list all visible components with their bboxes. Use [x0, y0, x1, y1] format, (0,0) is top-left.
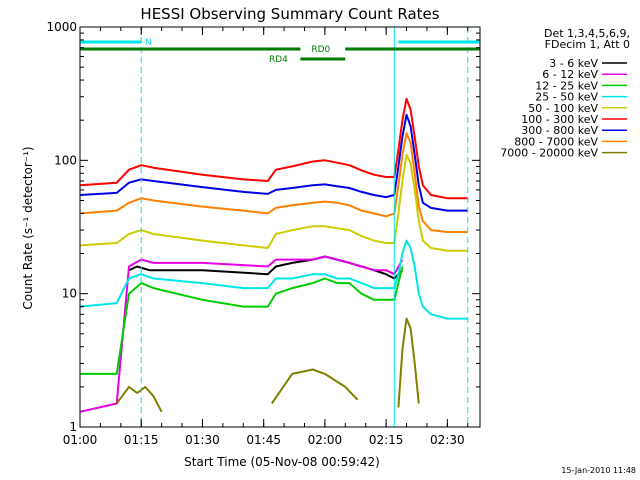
plot-area: N RD0 RD4 01:00 01:15 01:30 01:45 02:00 02:15 02:…	[46, 20, 481, 447]
timestamp: 15-Jan-2010 11:48	[561, 466, 636, 475]
legend: Det 1,3,4,5,6,9,FDecim 1, Att 0 3 - 6 keV…	[500, 27, 630, 160]
series-line-1	[79, 255, 404, 413]
y-tick-label-1: 10	[62, 287, 77, 301]
x-tick-label-1: 01:15	[124, 433, 159, 447]
series-line-4	[79, 153, 468, 252]
legend-label-3: 25 - 50 keV	[535, 91, 598, 104]
state-label-n: N	[145, 38, 152, 48]
plot-frame	[79, 26, 481, 428]
x-axis-label: Start Time (05-Nov-08 00:59:42)	[184, 455, 380, 469]
state-label-rd4: RD4	[269, 55, 288, 65]
legend-label-1: 6 - 12 keV	[542, 68, 598, 81]
series-line-6	[79, 113, 468, 212]
legend-label-8: 7000 - 20000 keV	[500, 147, 598, 160]
legend-label-6: 300 - 800 keV	[521, 124, 598, 137]
series-line-3	[79, 239, 468, 320]
y-tick-label-2: 100	[54, 153, 77, 167]
legend-label-4: 50 - 100 keV	[528, 102, 598, 115]
x-tick-label-6: 02:30	[430, 433, 465, 447]
legend-title-line-1: FDecim 1, Att 0	[545, 38, 630, 51]
y-tick-label-3: 1000	[46, 20, 77, 34]
x-tick-label-2: 01:30	[185, 433, 220, 447]
x-tick-label-4: 02:00	[308, 433, 343, 447]
legend-label-7: 800 - 7000 keV	[514, 135, 598, 148]
series-line-5	[79, 97, 468, 200]
state-label-rd0: RD0	[311, 45, 330, 55]
legend-label-5: 100 - 300 keV	[521, 113, 598, 126]
x-tick-label-0: 01:00	[63, 433, 98, 447]
legend-title-line-0: Det 1,3,4,5,6,9,	[544, 27, 630, 40]
chart-title: HESSI Observing Summary Count Rates	[140, 5, 439, 23]
y-tick-label-0: 1	[69, 420, 77, 434]
x-tick-label-3: 01:45	[246, 433, 281, 447]
legend-label-0: 3 - 6 keV	[549, 57, 598, 70]
series-line-7	[79, 132, 468, 233]
y-axis-label: Count Rate (s⁻¹ detector⁻¹)	[21, 146, 35, 309]
legend-label-2: 12 - 25 keV	[535, 79, 598, 92]
series-line-2	[80, 266, 404, 375]
x-tick-label-5: 02:15	[369, 433, 404, 447]
